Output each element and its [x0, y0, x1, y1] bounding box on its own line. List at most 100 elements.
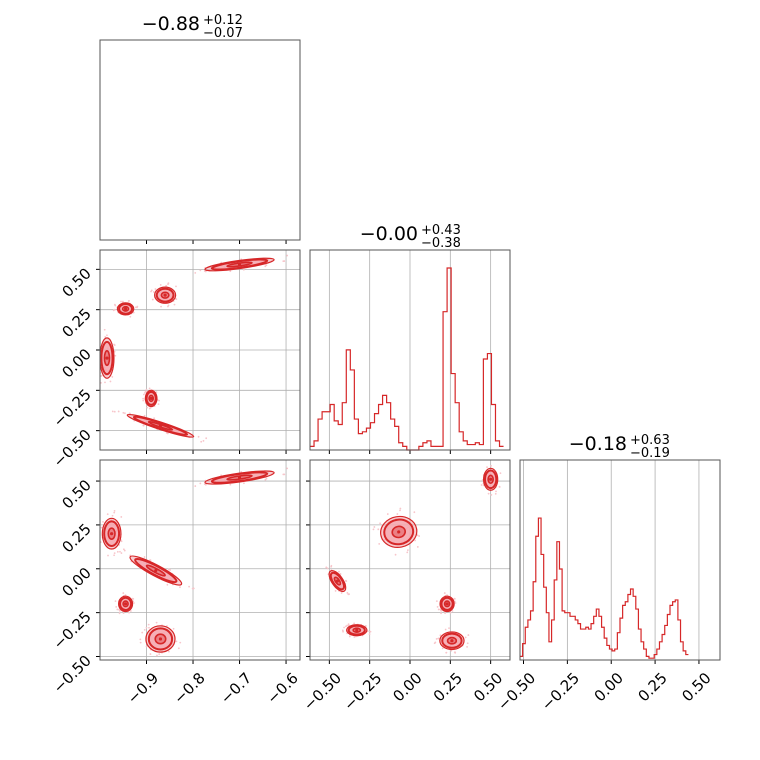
x-tick-label: 0.00	[389, 669, 425, 705]
sample-point	[386, 513, 389, 515]
density-peak	[123, 602, 128, 606]
density-contours	[325, 464, 502, 654]
title-lower-error: −0.07	[203, 26, 243, 41]
panel-border	[309, 249, 511, 451]
sample-point	[100, 375, 103, 377]
sample-point	[205, 437, 208, 440]
panel-grid-x	[146, 460, 287, 664]
sample-point	[450, 649, 453, 652]
y-tick-label: 0.25	[58, 305, 94, 341]
sample-point	[453, 597, 456, 600]
y-tick-label: −0.50	[50, 652, 95, 697]
sample-point	[441, 647, 444, 650]
sample-point	[132, 311, 135, 314]
sample-point	[155, 621, 158, 624]
sample-point	[100, 526, 103, 529]
sample-point	[435, 638, 438, 640]
sample-point	[98, 372, 100, 374]
sample-point	[113, 509, 116, 512]
sample-point	[364, 625, 367, 627]
histogram-panel-param-1: −0.88 +0.12 −0.07	[99, 13, 301, 244]
sample-point	[451, 610, 454, 612]
panel-grid-y	[306, 480, 510, 657]
density-blob	[112, 299, 139, 318]
sample-point	[122, 411, 125, 414]
sample-point	[265, 477, 268, 480]
density-peak	[149, 396, 153, 400]
sample-point	[330, 565, 333, 568]
sample-point	[264, 478, 267, 481]
density-blob	[114, 592, 135, 615]
sample-point	[120, 516, 123, 518]
sample-point	[445, 651, 448, 654]
sample-point	[145, 388, 148, 391]
density-blob	[341, 622, 372, 638]
title-median: −0.00	[360, 223, 418, 245]
sample-point	[487, 492, 490, 495]
density-peak	[110, 532, 114, 536]
sample-point	[118, 612, 121, 615]
panel-border	[99, 459, 301, 661]
sample-point	[113, 410, 116, 413]
sample-point	[148, 387, 151, 390]
sample-point	[434, 641, 437, 644]
sample-point	[113, 308, 116, 311]
sample-point	[242, 268, 245, 271]
sample-point	[129, 315, 132, 318]
sample-point	[414, 539, 417, 542]
sample-point	[120, 300, 122, 303]
x-tick-label: −0.50	[494, 669, 539, 714]
x-tick-label: −0.7	[217, 669, 255, 707]
sample-point	[286, 254, 289, 257]
panel-grid-y	[96, 480, 300, 657]
density-blob	[139, 621, 182, 657]
sample-point	[490, 464, 493, 467]
x-tick-label: −0.50	[300, 669, 345, 714]
x-tick-label: −0.25	[340, 669, 385, 714]
sample-point	[146, 406, 149, 409]
sample-point	[379, 522, 382, 525]
sample-point	[486, 466, 488, 469]
density-contours	[98, 254, 289, 443]
sample-point	[418, 535, 421, 537]
x-tick-labels: −0.9 −0.8 −0.7 −0.6	[124, 669, 302, 707]
sample-point	[100, 381, 102, 384]
panel-border	[519, 459, 721, 661]
y-tick-labels: −0.50−0.25 0.00 0.25 0.50	[50, 476, 95, 697]
sample-point	[131, 597, 134, 600]
sample-point	[454, 651, 457, 654]
sample-point	[150, 290, 152, 293]
histogram-step-line	[310, 267, 504, 451]
sample-point	[464, 636, 467, 639]
sample-point	[353, 636, 356, 638]
panel-frame	[99, 39, 301, 241]
sample-point	[199, 269, 202, 272]
density-blob	[111, 410, 208, 443]
sample-point	[115, 606, 118, 608]
sample-point	[200, 440, 203, 443]
sample-point	[135, 306, 137, 309]
sample-point	[437, 637, 440, 640]
x-tick-label: −0.8	[170, 669, 208, 707]
panel-border	[99, 249, 301, 451]
sample-point	[449, 611, 452, 614]
sample-point	[111, 410, 114, 413]
sample-point	[149, 559, 152, 562]
x-tick-label: 0.50	[678, 669, 714, 705]
sample-point	[179, 641, 182, 644]
sample-point	[265, 264, 268, 267]
sample-point	[443, 592, 446, 594]
x-tick-labels: −0.50−0.25 0.00 0.25 0.50	[494, 669, 715, 714]
sample-point	[124, 412, 126, 415]
sample-point	[437, 608, 440, 611]
sample-point	[436, 606, 439, 608]
sample-point	[114, 600, 117, 603]
x-tick-label: 0.25	[634, 669, 670, 705]
sample-point	[118, 609, 121, 612]
sample-point	[139, 638, 142, 641]
sample-point	[160, 305, 162, 308]
sample-point	[147, 623, 150, 626]
sample-point	[378, 542, 381, 545]
sample-point	[498, 486, 501, 488]
